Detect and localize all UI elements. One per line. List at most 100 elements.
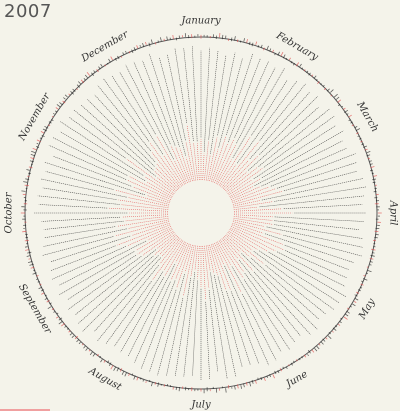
outer-tick	[266, 45, 269, 50]
outer-tick	[125, 50, 127, 53]
outer-tick	[26, 255, 31, 257]
outer-tick	[41, 292, 45, 295]
spoke-red-segment	[186, 124, 197, 181]
outer-tick	[360, 140, 363, 143]
spoke-red-segment	[233, 206, 258, 210]
outer-tick	[120, 56, 123, 58]
spoke-red-segment	[202, 245, 206, 300]
spoke-dark-segment	[44, 161, 145, 196]
outer-tick	[360, 283, 364, 286]
outer-tick	[29, 160, 35, 163]
spoke-dark-segment	[127, 263, 176, 357]
outer-tick	[361, 143, 365, 146]
spoke-dark-segment	[97, 85, 152, 152]
spoke-red-segment	[176, 244, 192, 288]
outer-tick	[32, 148, 37, 151]
outer-tick	[371, 172, 374, 174]
outer-tick	[108, 362, 112, 367]
outer-tick	[295, 359, 298, 362]
spoke-dark-segment	[265, 265, 326, 315]
outer-tick	[290, 61, 293, 64]
outer-tick	[355, 128, 361, 131]
outer-tick	[332, 331, 334, 333]
spoke-dark-segment	[42, 187, 117, 200]
spoke-dark-segment	[52, 137, 128, 176]
outer-tick	[44, 297, 48, 300]
outer-tick	[371, 248, 376, 251]
outer-tick	[32, 272, 37, 275]
outer-tick	[103, 360, 106, 363]
spoke-red-segment	[151, 152, 181, 188]
spoke-dark-segment	[41, 216, 121, 222]
spoke-dark-segment	[78, 255, 154, 324]
outer-tick	[333, 93, 338, 98]
outer-tick	[311, 349, 315, 353]
spoke-dark-segment	[45, 171, 114, 190]
spoke-red-segment	[128, 219, 169, 229]
spoke-red-segment	[228, 230, 258, 250]
outer-tick	[303, 354, 307, 358]
outer-tick	[151, 382, 153, 387]
outer-tick	[354, 126, 358, 129]
spoke-red-segment	[226, 167, 258, 193]
outer-tick	[282, 54, 286, 59]
outer-tick	[245, 381, 248, 386]
outer-tick	[30, 157, 35, 160]
spoke-dark-segment	[230, 291, 259, 364]
outer-tick	[83, 345, 86, 349]
outer-tick	[260, 377, 263, 381]
spoke-red-segment	[215, 144, 236, 184]
outer-tick	[88, 349, 91, 352]
outer-tick	[110, 365, 114, 370]
outer-tick	[31, 163, 33, 166]
outer-tick	[282, 366, 285, 369]
spoke-red-segment	[233, 214, 273, 218]
outer-tick	[337, 99, 342, 103]
outer-tick	[128, 51, 131, 54]
spoke-red-segment	[174, 160, 187, 184]
spoke-dark-segment	[238, 259, 301, 337]
spoke-red-segment	[137, 230, 174, 255]
spoke-dark-segment	[42, 236, 114, 256]
outer-tick	[108, 58, 111, 63]
outer-tick	[361, 280, 363, 282]
spoke-red-segment	[128, 197, 169, 207]
spoke-dark-segment	[253, 125, 336, 180]
spoke-red-segment	[233, 201, 273, 209]
outer-tick	[83, 78, 86, 81]
spoke-red-segment	[109, 207, 169, 212]
outer-tick	[366, 151, 371, 153]
outer-tick	[26, 169, 30, 171]
spoke-red-segment	[164, 241, 185, 276]
outer-tick	[323, 87, 327, 91]
outer-tick	[303, 69, 306, 72]
outer-tick	[255, 380, 257, 384]
outer-tick	[47, 306, 52, 310]
spoke-dark-segment	[274, 224, 363, 239]
outer-tick	[31, 150, 36, 153]
outer-tick	[140, 377, 142, 380]
spoke-dark-segment	[125, 64, 174, 160]
outer-tick	[293, 360, 295, 363]
outer-tick	[21, 190, 26, 192]
spoke-dark-segment	[166, 298, 184, 377]
outer-tick	[314, 347, 318, 352]
spoke-red-segment	[125, 216, 169, 222]
spoke-red-segment	[210, 136, 226, 182]
outer-tick	[122, 52, 124, 55]
spoke-dark-segment	[166, 54, 186, 141]
outer-tick	[328, 332, 331, 335]
spoke-red-segment	[184, 244, 193, 273]
outer-tick	[136, 45, 139, 49]
spoke-red-segment	[121, 204, 169, 210]
spoke-red-segment	[232, 222, 264, 234]
spoke-dark-segment	[234, 60, 269, 138]
outer-tick	[98, 66, 101, 70]
outer-tick	[366, 154, 371, 157]
outer-tick	[55, 316, 59, 319]
spoke-red-segment	[212, 243, 231, 290]
outer-tick	[110, 56, 113, 61]
outer-tick	[370, 169, 374, 172]
outer-tick	[36, 275, 39, 277]
